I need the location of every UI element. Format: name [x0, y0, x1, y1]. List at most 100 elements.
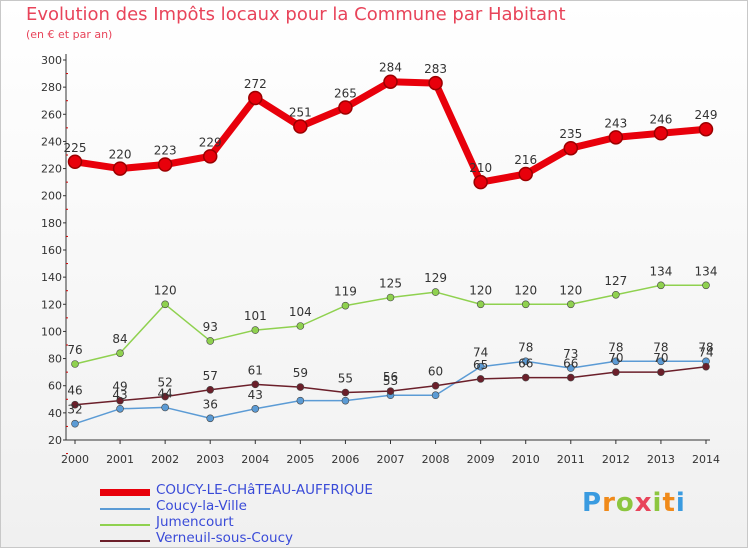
series-point: [653, 126, 669, 141]
x-tick-label: 2003: [196, 453, 224, 466]
series-point: [612, 357, 620, 366]
x-tick-label: 2013: [647, 453, 675, 466]
data-label: 93: [203, 320, 218, 334]
data-label: 216: [514, 153, 537, 167]
series-point: [473, 174, 488, 190]
series-point: [431, 381, 440, 390]
series-point: [341, 301, 350, 310]
data-label: 59: [293, 366, 308, 380]
x-tick-label: 2005: [286, 453, 314, 466]
series-point: [338, 100, 353, 115]
y-tick-label: 300: [41, 54, 62, 67]
series-point: [112, 161, 128, 176]
series-point: [566, 300, 575, 309]
legend-label: Verneuil-sous-Coucy: [156, 530, 294, 546]
data-label: 235: [559, 127, 582, 141]
data-label: 104: [289, 305, 312, 319]
legend-swatch: [100, 524, 150, 526]
y-tick-label: 100: [41, 325, 62, 338]
series-point: [428, 75, 443, 91]
y-tick-label: 80: [48, 353, 62, 366]
legend-swatch: [100, 508, 150, 510]
series-point: [116, 396, 124, 405]
data-label: 101: [244, 309, 267, 323]
y-tick-label: 260: [41, 108, 62, 121]
x-tick-label: 2002: [151, 453, 179, 466]
data-label: 78: [518, 340, 533, 354]
series-point: [657, 368, 665, 376]
data-label: 76: [67, 343, 82, 357]
data-label: 223: [154, 144, 177, 158]
series-point: [702, 281, 710, 290]
x-tick-label: 2009: [467, 453, 495, 466]
series-point: [116, 404, 124, 413]
y-tick-label: 200: [41, 190, 62, 203]
data-label: 70: [608, 351, 623, 365]
series-point: [476, 362, 485, 371]
y-tick-label: 60: [48, 380, 62, 393]
data-label: 53: [383, 374, 398, 388]
series-point: [612, 290, 620, 299]
y-tick-label: 240: [41, 135, 62, 148]
y-tick-label: 140: [41, 271, 62, 284]
data-label: 127: [604, 274, 627, 288]
series-point: [251, 326, 260, 334]
x-tick-label: 2008: [422, 453, 450, 466]
data-label: 78: [608, 340, 623, 354]
data-label: 125: [379, 277, 402, 291]
legend-swatch: [100, 540, 150, 542]
series-point: [431, 288, 440, 296]
series-point: [157, 157, 173, 172]
series-point: [341, 388, 350, 397]
data-label: 32: [67, 403, 82, 417]
data-label: 265: [334, 87, 357, 101]
data-label: 243: [604, 116, 627, 130]
data-label: 284: [379, 61, 402, 75]
data-label: 43: [112, 388, 127, 402]
data-label: 49: [112, 380, 127, 394]
series-point: [518, 166, 533, 182]
y-tick-label: 120: [41, 298, 62, 311]
data-label: 74: [698, 346, 713, 360]
series-point: [566, 364, 575, 372]
series-point: [657, 281, 665, 290]
data-label: 66: [518, 357, 533, 371]
data-label: 225: [64, 141, 87, 155]
series-point: [476, 300, 485, 309]
series-point: [71, 419, 79, 428]
series-point: [206, 385, 215, 394]
series-point: [566, 373, 575, 382]
data-label: 220: [109, 148, 132, 162]
x-tick-label: 2001: [106, 453, 134, 466]
y-tick-label: 160: [41, 244, 62, 257]
series-point: [657, 357, 665, 366]
legend-label: Jumencourt: [156, 514, 234, 530]
x-tick-label: 2011: [557, 453, 585, 466]
series-point: [251, 380, 260, 389]
data-label: 120: [469, 283, 492, 297]
series-point: [161, 300, 169, 309]
data-label: 134: [695, 264, 718, 278]
series-point: [608, 130, 624, 145]
series-point: [702, 362, 710, 371]
x-tick-label: 2010: [512, 453, 540, 466]
data-label: 134: [649, 264, 672, 278]
data-label: 61: [248, 363, 263, 377]
series-point: [563, 140, 579, 156]
line-chart: 20 40 60 80 100 120 140 160 180 200 220 240 260 280 30…: [41, 54, 720, 466]
data-label: 249: [695, 108, 718, 122]
series-point: [116, 349, 124, 357]
data-label: 44: [158, 386, 173, 400]
data-label: 65: [473, 358, 488, 372]
x-tick-label: 2004: [241, 453, 269, 466]
data-label: 78: [653, 340, 668, 354]
data-label: 66: [563, 357, 578, 371]
data-label: 246: [649, 112, 672, 126]
series-point: [521, 300, 530, 309]
data-label: 120: [154, 283, 177, 297]
data-label: 119: [334, 285, 357, 299]
y-tick-label: 180: [41, 217, 62, 230]
series-point: [293, 119, 308, 134]
series-point: [383, 74, 398, 89]
data-label: 36: [203, 397, 218, 411]
